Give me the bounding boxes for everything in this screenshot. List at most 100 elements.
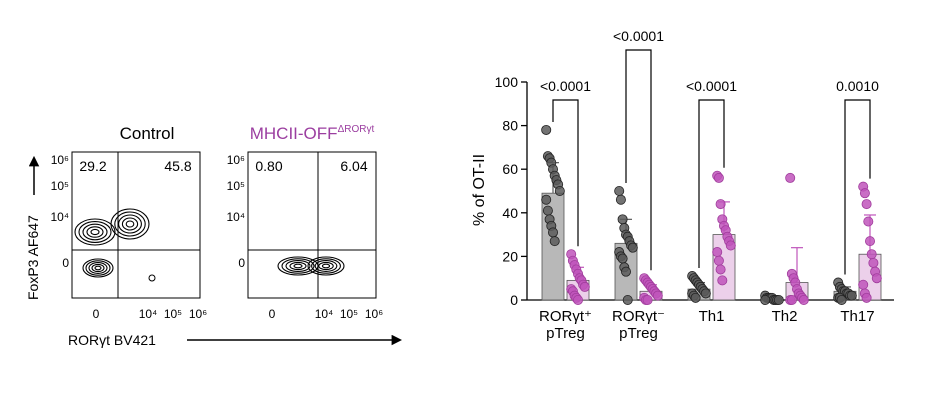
flow-y-tick-label: 0 [62, 256, 69, 270]
contour [321, 263, 331, 269]
data-point [868, 257, 879, 268]
data-point [846, 290, 857, 301]
contour [86, 226, 104, 238]
data-point [773, 294, 784, 305]
contour [277, 256, 319, 276]
significance-bracket [698, 99, 725, 269]
data-point [713, 255, 724, 266]
data-point [858, 279, 869, 290]
quadrant-value: 6.04 [340, 158, 367, 174]
data-point [715, 199, 726, 210]
x-tick-label: Th17 [840, 308, 875, 325]
contour [78, 221, 112, 243]
data-point [861, 292, 872, 303]
flow-x-tick-label: 0 [269, 307, 276, 321]
data-point [863, 216, 874, 227]
data-point [614, 185, 625, 196]
flow-x-label: RORγt BV421 [68, 332, 156, 348]
p-value: <0.0001 [613, 28, 664, 44]
data-point [861, 199, 872, 210]
y-tick-label: 100 [495, 74, 519, 90]
panel-title-superscript: ΔRORγt [338, 124, 375, 135]
contour [91, 263, 105, 273]
data-point [717, 275, 728, 286]
y-tick-label: 0 [510, 292, 518, 308]
data-point [713, 172, 724, 183]
data-point [871, 273, 882, 284]
data-point [541, 124, 552, 135]
contour [118, 214, 142, 234]
y-tick-label: 40 [502, 205, 518, 221]
y-tick-label: 80 [502, 118, 518, 134]
flow-y-label: FoxP3 AF647 [25, 215, 41, 300]
quadrant-value: 0.80 [255, 158, 282, 174]
contour [318, 261, 334, 271]
flow-x-tick-label: 10⁴ [139, 307, 158, 321]
data-point [573, 294, 584, 305]
contour [74, 218, 116, 246]
data-point [542, 205, 553, 216]
panel-title: Control [120, 124, 175, 143]
significance-bracket [552, 99, 579, 247]
contour [121, 217, 139, 231]
flow-y-tick-label: 10⁴ [50, 210, 69, 224]
quadrant-value: 45.8 [164, 158, 191, 174]
data-point [615, 194, 626, 205]
data-point [725, 240, 736, 251]
contour [125, 220, 135, 228]
contour [285, 260, 311, 272]
y-tick-label: 60 [502, 161, 518, 177]
data-point [715, 264, 726, 275]
quadrant-value: 29.2 [79, 158, 106, 174]
flow-x-tick-label: 10⁵ [164, 307, 182, 321]
panel-title: MHCII-OFFΔRORγt [250, 124, 375, 143]
data-point [700, 288, 711, 299]
flow-y-tick-label: 10⁵ [51, 179, 69, 193]
data-point [579, 281, 590, 292]
data-point [617, 253, 628, 264]
contour [289, 261, 307, 271]
data-point [760, 294, 771, 305]
x-tick-label: Th2 [771, 308, 798, 325]
flow-x-tick-label: 10⁶ [365, 307, 383, 321]
flow-y-tick-label: 10⁴ [226, 210, 245, 224]
data-point [859, 188, 870, 199]
flow-y-tick-label: 10⁶ [51, 153, 69, 167]
data-point [548, 227, 559, 238]
flow-y-tick-label: 10⁶ [227, 153, 245, 167]
panel-title-main: MHCII-OFF [250, 124, 338, 143]
flow-x-tick-label: 10⁴ [315, 307, 334, 321]
data-point [541, 194, 552, 205]
flow-x-tick-label: 10⁵ [340, 307, 358, 321]
flow-x-tick-label: 0 [93, 307, 100, 321]
data-point [786, 294, 797, 305]
contour [85, 260, 111, 276]
contour [293, 263, 303, 269]
data-point [690, 292, 701, 303]
data-point [798, 294, 809, 305]
contour [311, 258, 341, 274]
data-point [554, 185, 565, 196]
contour [110, 208, 150, 240]
contour [114, 211, 146, 237]
plot-frame [71, 151, 201, 299]
contour [94, 265, 102, 271]
data-point [865, 236, 876, 247]
data-point [785, 172, 796, 183]
data-point [712, 247, 723, 258]
x-tick-label: RORγt⁻ pTreg [612, 308, 665, 342]
x-tick-label: RORγt⁺ pTreg [539, 308, 592, 342]
y-tick-label: 20 [502, 248, 518, 264]
flow-x-tick-label: 10⁶ [189, 307, 207, 321]
contour [307, 256, 345, 276]
contour [148, 274, 156, 282]
data-point [836, 294, 847, 305]
data-point [866, 249, 877, 260]
flow-y-tick-label: 0 [238, 256, 245, 270]
x-tick-label: Th1 [698, 308, 725, 325]
plot-frame [247, 151, 377, 299]
contour [82, 223, 108, 241]
data-point [627, 242, 638, 253]
data-point [622, 294, 633, 305]
